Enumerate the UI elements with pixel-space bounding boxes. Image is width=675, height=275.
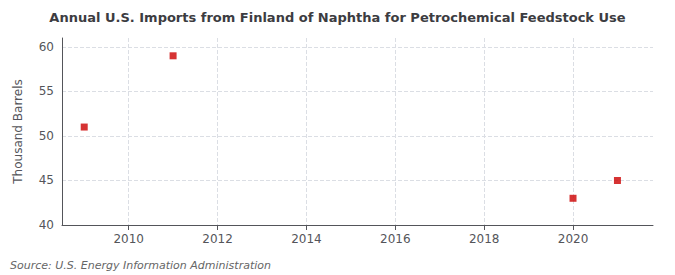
svg-text:60: 60 [39, 40, 54, 54]
svg-text:55: 55 [39, 84, 54, 98]
svg-text:2014: 2014 [291, 232, 322, 246]
svg-text:2018: 2018 [469, 232, 500, 246]
svg-text:45: 45 [39, 173, 54, 187]
svg-text:2016: 2016 [380, 232, 411, 246]
svg-text:Annual U.S. Imports from Finla: Annual U.S. Imports from Finland of Naph… [49, 10, 625, 25]
svg-text:Thousand Barrels: Thousand Barrels [11, 79, 25, 184]
svg-text:40: 40 [39, 218, 54, 232]
svg-text:2010: 2010 [113, 232, 144, 246]
svg-text:2012: 2012 [202, 232, 233, 246]
svg-text:50: 50 [39, 129, 54, 143]
svg-text:2020: 2020 [558, 232, 589, 246]
svg-text:Source: U.S. Energy Informatio: Source: U.S. Energy Information Administ… [10, 259, 271, 272]
